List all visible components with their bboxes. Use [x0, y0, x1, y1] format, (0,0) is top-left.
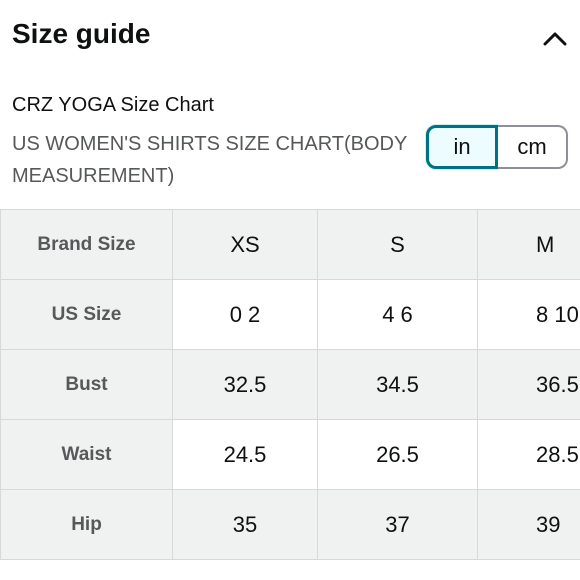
table-cell: M — [477, 209, 580, 280]
collapse-button[interactable] — [538, 22, 572, 56]
table-cell: 8 10 — [477, 279, 580, 350]
table-cell: 39 — [477, 489, 580, 560]
size-chart-title: CRZ YOGA Size Chart — [12, 94, 214, 116]
table-row-waist: Waist 24.5 26.5 28.5 — [0, 419, 580, 490]
chevron-up-icon — [543, 32, 567, 46]
table-cell: 35 — [172, 489, 318, 560]
table-cell: 24.5 — [172, 419, 318, 490]
row-label-waist: Waist — [0, 419, 173, 490]
table-cell: 37 — [317, 489, 478, 560]
unit-toggle: in cm — [426, 125, 568, 169]
table-cell: 28.5 — [477, 419, 580, 490]
table-cell: XS — [172, 209, 318, 280]
table-cell: 32.5 — [172, 349, 318, 420]
table-row-hip: Hip 35 37 39 — [0, 489, 580, 560]
row-label-brand-size: Brand Size — [0, 209, 173, 280]
size-guide-header[interactable]: Size guide — [0, 0, 580, 74]
page-title: Size guide — [12, 18, 151, 49]
row-label-us-size: US Size — [0, 279, 173, 350]
table-row-brand-size: Brand Size XS S M — [0, 209, 580, 280]
table-cell: 26.5 — [317, 419, 478, 490]
table-cell: 4 6 — [317, 279, 478, 350]
row-label-hip: Hip — [0, 489, 173, 560]
unit-in-button[interactable]: in — [426, 125, 498, 169]
table-row-us-size: US Size 0 2 4 6 8 10 — [0, 279, 580, 350]
table-row-bust: Bust 32.5 34.5 36.5 — [0, 349, 580, 420]
table-cell: S — [317, 209, 478, 280]
size-table: Brand Size XS S M US Size 0 2 4 6 8 10 B… — [0, 209, 580, 560]
unit-cm-button[interactable]: cm — [498, 125, 568, 169]
size-chart-subtitle: US WOMEN'S SHIRTS SIZE CHART(BODY MEASUR… — [12, 133, 407, 187]
table-cell: 0 2 — [172, 279, 318, 350]
table-cell: 36.5 — [477, 349, 580, 420]
row-label-bust: Bust — [0, 349, 173, 420]
table-cell: 34.5 — [317, 349, 478, 420]
